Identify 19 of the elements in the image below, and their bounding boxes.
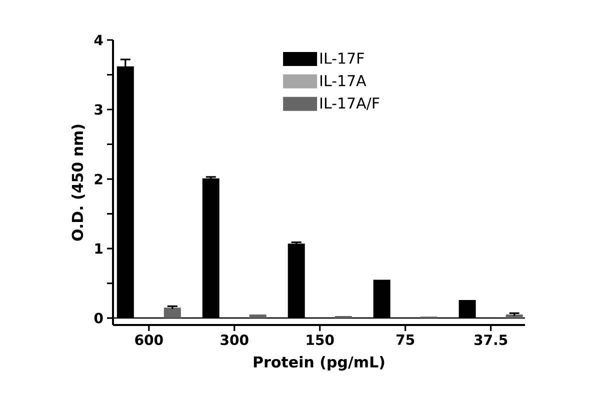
x-tick-label: 75 [396, 334, 414, 345]
y-tick-label: 4 [94, 34, 103, 46]
legend-label: IL-17A/F [320, 98, 380, 110]
x-axis-title: Protein (pg/mL) [254, 356, 384, 371]
bar [249, 314, 266, 318]
bar [334, 316, 352, 318]
x-tick-label: 300 [220, 334, 248, 346]
legend-label: IL-17A [320, 75, 366, 86]
y-tick-label: 1 [95, 243, 103, 254]
y-tick-label: 0 [94, 312, 103, 324]
bar [164, 308, 181, 318]
y-axis-title: O.D. (450 nm) [72, 124, 85, 241]
legend-label: IL-17F [320, 52, 364, 64]
x-tick-label: 600 [135, 334, 163, 346]
x-tick-label: 150 [306, 334, 334, 346]
bar [506, 314, 523, 318]
y-tick-label: 2 [94, 174, 102, 184]
x-tick-label: 37.5 [474, 334, 508, 346]
y-tick-label: 3 [94, 104, 102, 115]
